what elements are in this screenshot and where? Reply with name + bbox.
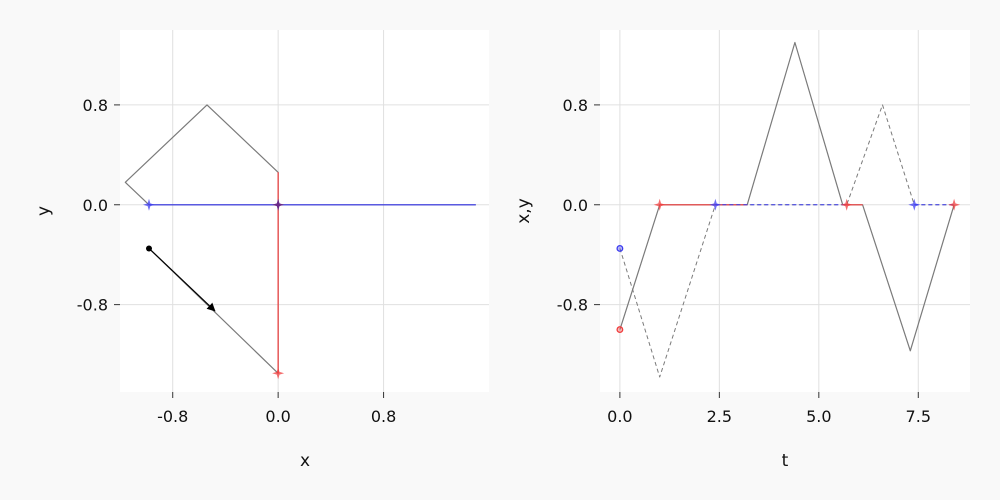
plot-area bbox=[120, 30, 489, 392]
marker-blue-star bbox=[142, 198, 155, 211]
marker-red-star bbox=[272, 367, 285, 380]
plot-area bbox=[600, 30, 970, 392]
x-tick-label: 7.5 bbox=[906, 407, 931, 426]
left-panel-xy: x y -0.8 0.0 0.8 -0.8 0.0 0.8 bbox=[34, 30, 489, 471]
series-gray-dashed bbox=[619, 104, 955, 378]
right-x-axis-label: t bbox=[782, 451, 789, 471]
y-tick-label: 0.8 bbox=[83, 96, 108, 115]
x-tick-label: 0.8 bbox=[371, 407, 396, 426]
y-tick-label: 0.8 bbox=[563, 96, 588, 115]
marker-blue-star bbox=[709, 198, 722, 211]
marker-red-star bbox=[948, 198, 961, 211]
x-tick-label: 2.5 bbox=[707, 407, 732, 426]
y-tick-label: 0.0 bbox=[563, 196, 588, 215]
marker-black-dot bbox=[145, 245, 152, 252]
marker-red-circle bbox=[616, 326, 624, 334]
series-black-arrow bbox=[148, 247, 216, 312]
y-tick-label: 0.0 bbox=[83, 196, 108, 215]
x-tick-label: 0.0 bbox=[607, 407, 632, 426]
left-y-axis-label: y bbox=[34, 206, 54, 216]
marker-blue-star bbox=[908, 198, 921, 211]
marker-purple-star bbox=[272, 198, 285, 211]
right-y-axis-label: x,y bbox=[514, 198, 534, 224]
marker-red-star bbox=[653, 198, 666, 211]
x-tick-label: 5.0 bbox=[806, 407, 831, 426]
marker-blue-circle bbox=[616, 244, 624, 252]
left-x-axis-label: x bbox=[300, 451, 310, 471]
y-tick-label: -0.8 bbox=[557, 296, 588, 315]
marker-red-star bbox=[840, 198, 853, 211]
x-tick-label: 0.0 bbox=[265, 407, 290, 426]
x-tick-label: -0.8 bbox=[157, 407, 188, 426]
right-panel-time: t x,y 0.0 2.5 5.0 7.5 -0.8 0.0 0.8 bbox=[514, 30, 970, 471]
y-tick-label: -0.8 bbox=[77, 296, 108, 315]
